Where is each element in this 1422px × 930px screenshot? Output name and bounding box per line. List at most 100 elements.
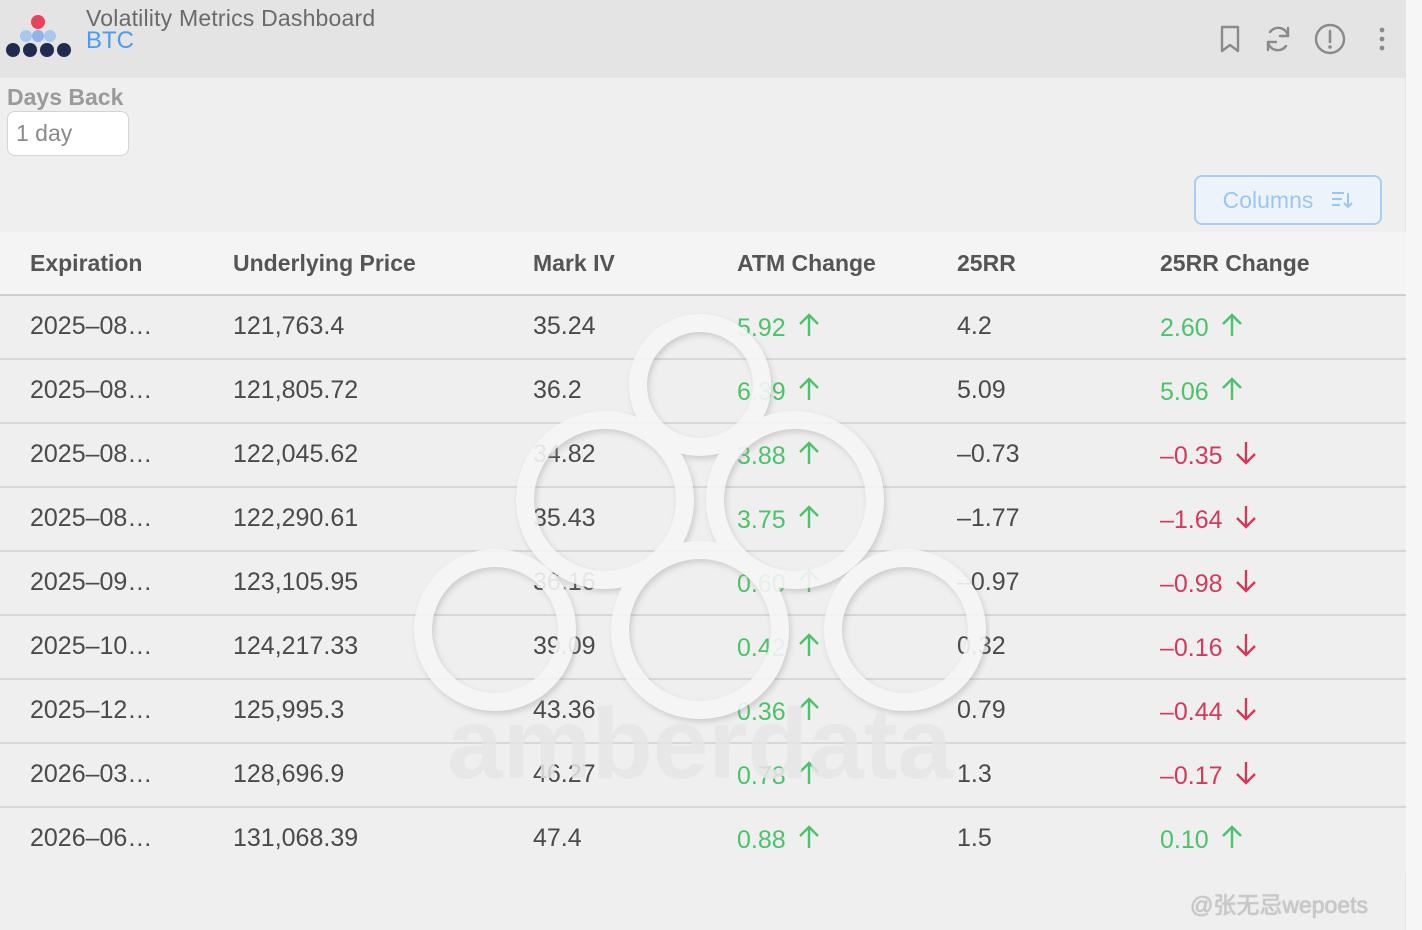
table-row[interactable]: 2025–08… 121,763.4 35.24 5.92 4.2 2.60 [0,296,1406,360]
cell-mark-iv: 35.43 [533,504,596,532]
cell-25rr: –1.77 [957,504,1020,532]
arrow-up-icon [798,504,820,537]
days-back-select[interactable]: 1 day [7,111,129,156]
vertical-scrollbar[interactable] [1405,0,1422,930]
cell-expiration: 2025–12… [30,696,153,724]
cell-atm-change: 3.88 [737,440,820,473]
cell-atm-change: 6.39 [737,376,820,409]
arrow-down-icon [1235,760,1257,793]
columns-button[interactable]: Columns [1194,175,1382,225]
cell-expiration: 2025–08… [30,504,153,532]
cell-underlying-price: 121,763.4 [233,312,345,340]
cell-expiration: 2026–03… [30,760,153,788]
amberdata-logo-icon [6,15,71,57]
table-row[interactable]: 2025–08… 121,805.72 36.2 6.39 5.09 5.06 [0,360,1406,424]
atm-change-value: 0.78 [737,762,786,790]
cell-25rr-change: –0.35 [1160,440,1257,473]
cell-expiration: 2025–10… [30,632,153,660]
25rr-change-value: 5.06 [1160,378,1209,406]
cell-underlying-price: 123,105.95 [233,568,359,596]
cell-25rr-change: –0.44 [1160,696,1257,729]
arrow-down-icon [1235,632,1257,665]
cell-expiration: 2025–09… [30,568,153,596]
arrow-up-icon [798,824,820,857]
table-row[interactable]: 2025–09… 123,105.95 36.16 0.60 –0.97 –0.98 [0,552,1406,616]
page-title: Volatility Metrics Dashboard [86,5,376,31]
refresh-icon[interactable] [1261,22,1295,56]
atm-change-value: 0.42 [737,634,786,662]
cell-atm-change: 0.60 [737,568,820,601]
cell-25rr: –0.97 [957,568,1020,596]
cell-mark-iv: 46.27 [533,760,596,788]
column-header-mark-iv[interactable]: Mark IV [533,250,615,276]
cell-underlying-price: 131,068.39 [233,824,359,852]
cell-mark-iv: 34.82 [533,440,596,468]
table-row[interactable]: 2026–06… 131,068.39 47.4 0.88 1.5 0.10 [0,808,1406,874]
cell-expiration: 2025–08… [30,312,153,340]
cell-mark-iv: 36.2 [533,376,582,404]
cell-25rr: 4.2 [957,312,992,340]
25rr-change-value: 2.60 [1160,314,1209,342]
cell-expiration: 2026–06… [30,824,153,852]
table-body: 2025–08… 121,763.4 35.24 5.92 4.2 2.60 2025–08… [0,296,1406,874]
cell-underlying-price: 128,696.9 [233,760,345,788]
days-back-label: Days Back [7,84,124,110]
cell-mark-iv: 36.16 [533,568,596,596]
column-sort-icon [1332,192,1354,209]
atm-change-value: 3.75 [737,506,786,534]
cell-25rr: 0.79 [957,696,1006,724]
columns-button-label: Columns [1222,186,1314,213]
column-header-25rr[interactable]: 25RR [957,250,1016,276]
table-row[interactable]: 2025–12… 125,995.3 43.36 0.36 0.79 –0.44 [0,680,1406,744]
cell-25rr-change: 5.06 [1160,376,1243,409]
watermark-credit: @张无忌wepoets [1190,892,1369,918]
bookmark-icon[interactable] [1213,22,1247,56]
cell-underlying-price: 121,805.72 [233,376,359,404]
cell-atm-change: 0.36 [737,696,820,729]
column-header-underlying-price[interactable]: Underlying Price [233,250,416,276]
info-icon[interactable] [1313,22,1347,56]
asset-subtitle[interactable]: BTC [86,27,134,54]
atm-change-value: 0.60 [737,570,786,598]
column-header-25rr-change[interactable]: 25RR Change [1160,250,1310,276]
atm-change-value: 3.88 [737,442,786,470]
table-header: Expiration Underlying Price Mark IV ATM … [0,232,1406,296]
column-header-atm-change[interactable]: ATM Change [737,250,876,276]
arrow-up-icon [798,312,820,345]
table-row[interactable]: 2025–10… 124,217.33 39.09 0.42 0.32 –0.16 [0,616,1406,680]
arrow-up-icon [798,376,820,409]
cell-25rr: 0.32 [957,632,1006,660]
arrow-down-icon [1235,696,1257,729]
dashboard-header: Volatility Metrics Dashboard BTC [0,0,1406,78]
cell-underlying-price: 124,217.33 [233,632,359,660]
arrow-down-icon [1235,568,1257,601]
arrow-down-icon [1235,504,1257,537]
atm-change-value: 0.88 [737,826,786,854]
cell-underlying-price: 122,045.62 [233,440,359,468]
column-header-expiration[interactable]: Expiration [30,250,143,276]
cell-expiration: 2025–08… [30,440,153,468]
table-row[interactable]: 2026–03… 128,696.9 46.27 0.78 1.3 –0.17 [0,744,1406,808]
arrow-up-icon [1221,312,1243,345]
25rr-change-value: –0.16 [1160,634,1223,662]
25rr-change-value: –0.35 [1160,442,1223,470]
25rr-change-value: –0.17 [1160,762,1223,790]
cell-25rr-change: –0.17 [1160,760,1257,793]
cell-25rr-change: –1.64 [1160,504,1257,537]
arrow-up-icon [1221,824,1243,857]
cell-underlying-price: 122,290.61 [233,504,359,532]
cell-25rr: –0.73 [957,440,1020,468]
cell-underlying-price: 125,995.3 [233,696,345,724]
cell-expiration: 2025–08… [30,376,153,404]
arrow-up-icon [798,440,820,473]
atm-change-value: 0.36 [737,698,786,726]
table-row[interactable]: 2025–08… 122,045.62 34.82 3.88 –0.73 –0.35 [0,424,1406,488]
atm-change-value: 6.39 [737,378,786,406]
25rr-change-value: –0.44 [1160,698,1223,726]
table-row[interactable]: 2025–08… 122,290.61 35.43 3.75 –1.77 –1.64 [0,488,1406,552]
more-icon[interactable] [1365,22,1399,56]
arrow-up-icon [1221,376,1243,409]
cell-mark-iv: 35.24 [533,312,596,340]
arrow-up-icon [798,760,820,793]
cell-25rr: 1.5 [957,824,992,852]
